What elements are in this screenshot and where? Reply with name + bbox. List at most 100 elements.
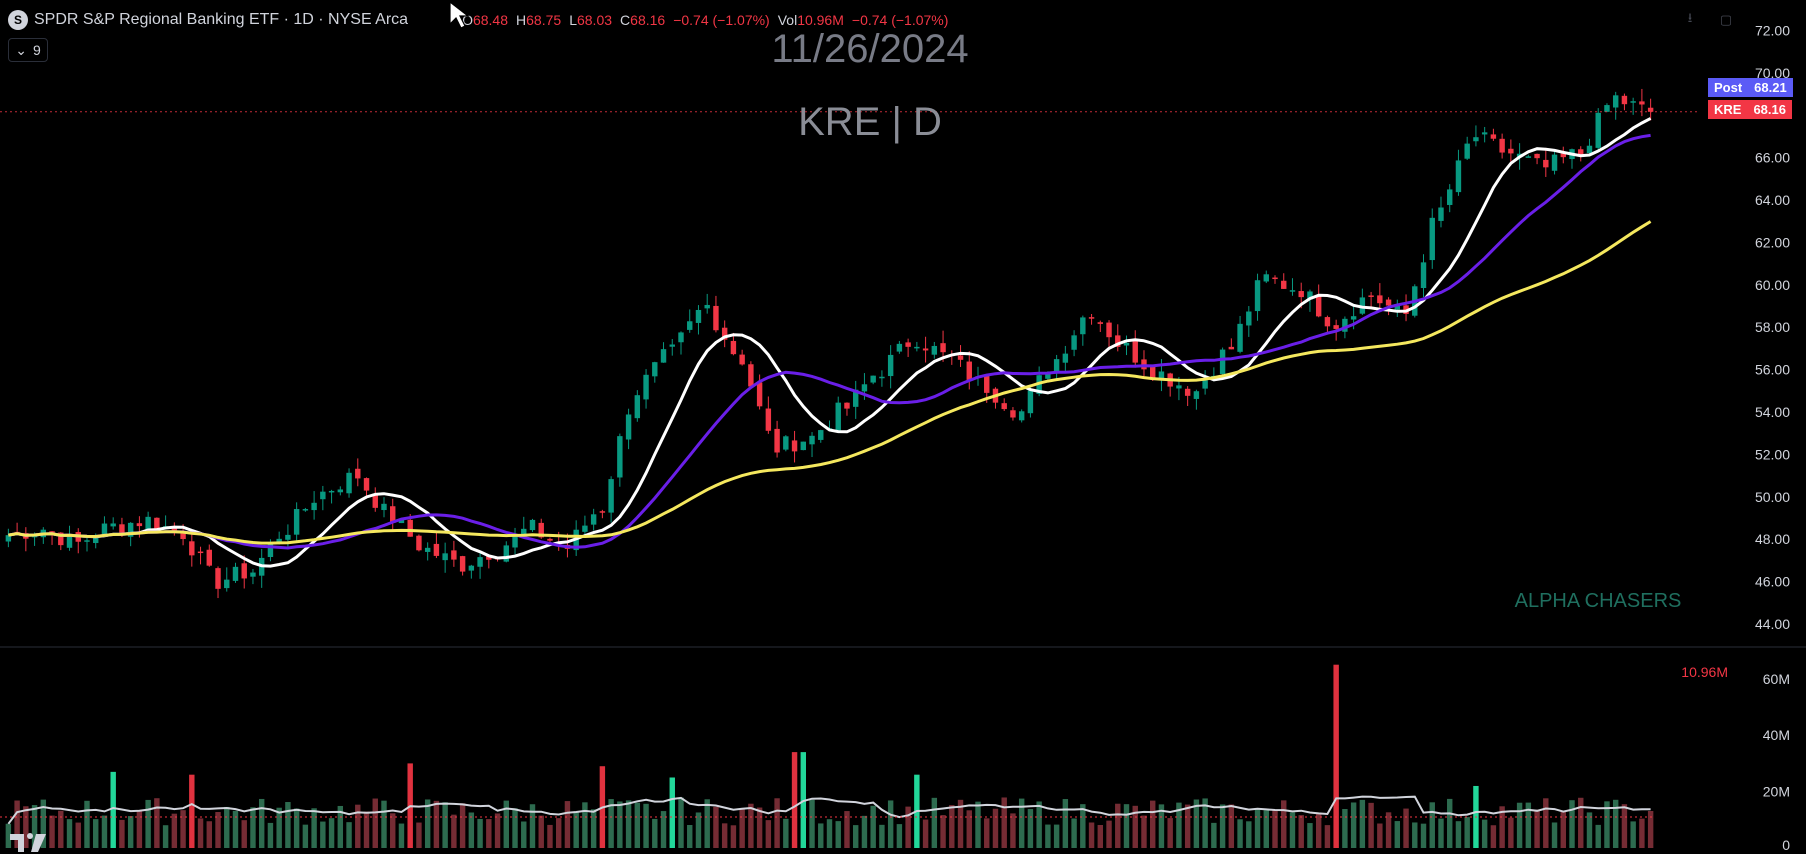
candle xyxy=(451,540,457,567)
candle-body xyxy=(1560,153,1566,158)
candle xyxy=(625,408,632,450)
candle-body xyxy=(879,376,885,379)
candle-body xyxy=(1578,149,1584,155)
candle xyxy=(1455,149,1462,196)
post-badge-value: 68.21 xyxy=(1754,80,1787,95)
candle-body xyxy=(363,478,370,491)
volume-tick-label: 40M xyxy=(1763,727,1790,743)
candle-body xyxy=(1464,143,1470,159)
volume-bar xyxy=(1053,824,1060,848)
candle-body xyxy=(503,545,509,562)
candle xyxy=(1578,146,1584,162)
volume-bar xyxy=(1272,809,1278,848)
candle xyxy=(1490,128,1497,141)
candle xyxy=(879,370,885,387)
volume-bar xyxy=(1350,802,1357,848)
volume-bar xyxy=(328,818,335,848)
candle-body xyxy=(1324,317,1331,327)
candle-body xyxy=(127,522,134,537)
volume-bar xyxy=(573,811,579,848)
candle-body xyxy=(1045,373,1051,379)
volume-bar xyxy=(1088,822,1095,848)
candle-body xyxy=(538,522,544,538)
candle-body xyxy=(250,572,256,577)
candle-body xyxy=(599,511,606,513)
volume-bar xyxy=(608,799,614,848)
volume-average-line xyxy=(7,795,1651,825)
volume-bar xyxy=(1639,818,1645,848)
candle xyxy=(372,487,378,512)
candle-body xyxy=(1254,280,1261,312)
symbol-legend[interactable]: S SPDR S&P Regional Banking ETF · 1D · N… xyxy=(8,8,948,32)
volume-bar xyxy=(590,809,597,848)
candle-body xyxy=(416,535,422,551)
candle-body xyxy=(1184,388,1191,396)
candle xyxy=(931,341,938,359)
volume-bar xyxy=(1516,802,1523,848)
volume-bar xyxy=(162,825,169,848)
candle-body xyxy=(486,556,492,560)
candle-body xyxy=(861,384,868,392)
candle xyxy=(748,361,754,387)
candle-body xyxy=(617,436,623,478)
candle xyxy=(1508,139,1514,166)
candle xyxy=(1263,270,1269,284)
candle xyxy=(311,491,317,520)
candle xyxy=(84,535,90,552)
candle-body xyxy=(110,523,116,527)
volume-bar xyxy=(267,822,274,848)
candle xyxy=(14,522,20,534)
candle-body xyxy=(1202,380,1208,389)
volume-bar xyxy=(1420,823,1427,848)
volume-bar xyxy=(363,811,370,848)
tradingview-logo xyxy=(10,833,46,852)
candle-body xyxy=(1612,95,1619,108)
symbol-title[interactable]: SPDR S&P Regional Banking ETF · 1D · NYS… xyxy=(34,11,409,28)
volume-bar xyxy=(1132,805,1138,848)
candle xyxy=(1621,93,1628,111)
candle xyxy=(459,555,466,576)
snapshot-icon[interactable]: ▢ xyxy=(1719,12,1733,27)
candle-body xyxy=(1228,346,1235,350)
candle-body xyxy=(154,517,160,531)
price-tick-label: 50.00 xyxy=(1755,489,1790,505)
candle xyxy=(835,396,841,432)
candle xyxy=(320,485,326,511)
candle-body xyxy=(1263,274,1269,282)
candle xyxy=(1141,350,1147,379)
candle-body xyxy=(739,354,745,365)
download-icon[interactable]: ⭳ xyxy=(1687,10,1693,25)
candle-body xyxy=(459,556,466,572)
candle-body xyxy=(1368,295,1374,297)
candle xyxy=(1307,289,1313,312)
indicators-collapse-button[interactable]: ⌄ 9 xyxy=(8,38,48,62)
candle xyxy=(197,546,204,565)
candle-body xyxy=(547,538,553,541)
candle xyxy=(765,396,772,434)
candle-body xyxy=(1315,294,1322,317)
candle xyxy=(669,339,675,356)
volume-bar xyxy=(1027,809,1034,848)
candle xyxy=(1612,91,1619,120)
volume-last-label: 10.96M xyxy=(1681,664,1728,680)
chevron-down-icon: ⌄ xyxy=(15,41,27,58)
candle xyxy=(1447,184,1453,213)
candle-body xyxy=(940,343,946,353)
candle-body xyxy=(783,436,789,450)
candle xyxy=(582,515,588,536)
candle xyxy=(1525,154,1532,158)
symbol-logo-icon: S xyxy=(8,10,28,30)
candle xyxy=(468,564,475,579)
candle xyxy=(695,305,702,335)
volume-bar xyxy=(1543,798,1549,848)
candle-body xyxy=(1604,105,1610,112)
candle xyxy=(1018,409,1025,423)
candle xyxy=(1106,320,1112,348)
candle-body xyxy=(337,489,344,493)
volume-bar xyxy=(1394,821,1401,848)
candle-body xyxy=(643,374,649,400)
candle-body xyxy=(1350,316,1357,320)
candle-body xyxy=(5,535,12,542)
volume-bar xyxy=(617,801,623,848)
